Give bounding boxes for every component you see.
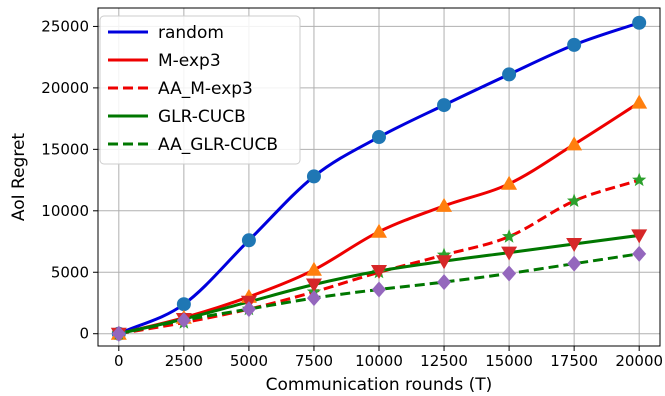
data-point-random — [372, 130, 386, 144]
data-point-aa-glr-cucb — [372, 281, 386, 297]
legend-label: random — [158, 23, 224, 43]
data-point-aa-glr-cucb — [567, 256, 581, 272]
legend-label: GLR-CUCB — [158, 107, 246, 127]
x-axis-ticks: 0 2500 5000 7500 10000 12500 15000 17500 20000 — [114, 346, 663, 370]
x-tick-label: 17500 — [550, 352, 598, 370]
x-tick-label: 5000 — [230, 352, 268, 370]
data-point-m-exp3 — [306, 262, 322, 276]
data-point-aa-glr-cucb — [632, 246, 646, 262]
y-tick-label: 0 — [79, 325, 89, 343]
data-point-random — [307, 169, 321, 183]
y-axis-ticks: 0 5000 10000 15000 20000 25000 — [41, 17, 98, 342]
y-tick-label: 25000 — [41, 17, 89, 35]
data-point-m-exp3 — [566, 136, 582, 150]
y-tick-label: 20000 — [41, 79, 89, 97]
y-tick-label: 15000 — [41, 140, 89, 158]
y-tick-label: 10000 — [41, 202, 89, 220]
data-point-random — [437, 98, 451, 112]
data-point-aa-glr-cucb — [502, 265, 516, 281]
data-point-m-exp3 — [631, 95, 647, 109]
data-point-random — [177, 297, 191, 311]
y-axis-label: AoI Regret — [9, 133, 29, 222]
y-tick-label: 5000 — [51, 263, 89, 281]
x-axis-label: Communication rounds (T) — [266, 375, 493, 395]
x-tick-label: 7500 — [295, 352, 333, 370]
data-point-aa-glr-cucb — [307, 290, 321, 306]
data-point-random — [242, 233, 256, 247]
legend-label: M-exp3 — [158, 51, 221, 71]
x-tick-label: 15000 — [485, 352, 533, 370]
x-tick-label: 20000 — [615, 352, 663, 370]
legend-label: AA_GLR-CUCB — [158, 135, 278, 155]
data-point-m-exp3 — [501, 176, 517, 190]
x-tick-label: 0 — [114, 352, 124, 370]
data-point-random — [502, 67, 516, 81]
data-point-random — [632, 16, 646, 30]
data-point-aa-glr-cucb — [437, 274, 451, 290]
x-tick-label: 2500 — [165, 352, 203, 370]
data-point-random — [567, 38, 581, 52]
x-tick-label: 12500 — [420, 352, 468, 370]
legend-label: AA_M-exp3 — [158, 79, 253, 99]
x-tick-label: 10000 — [355, 352, 403, 370]
data-point-m-exp3 — [371, 224, 387, 238]
legend: random M-exp3 AA_M-exp3 GLR-CUCB AA_GLR-CUCB — [100, 16, 300, 164]
